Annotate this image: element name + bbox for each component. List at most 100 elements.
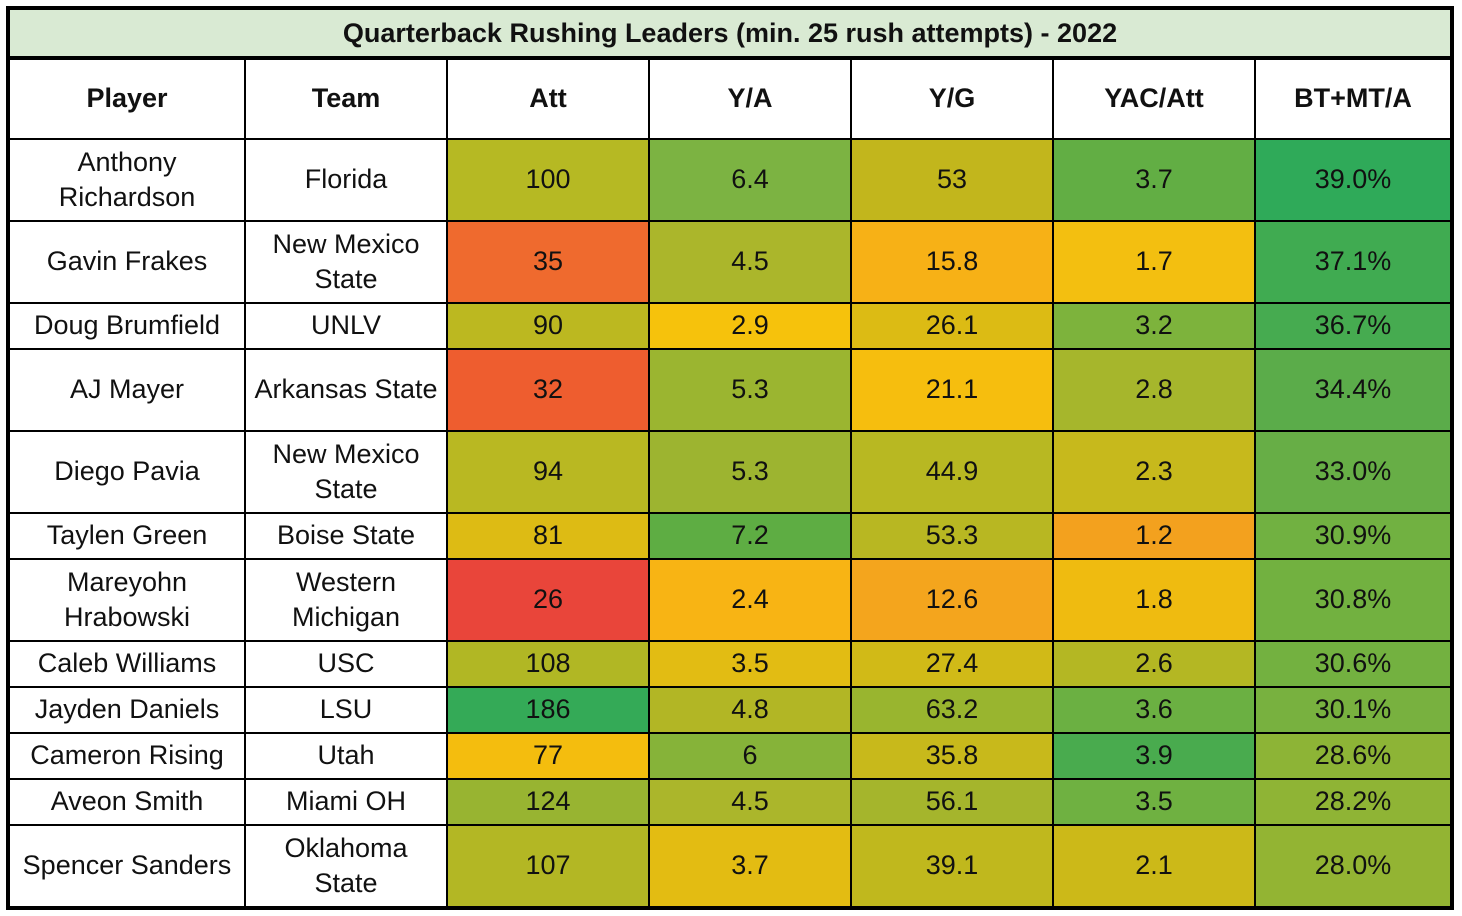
table-row: Cameron Rising Utah 77 6 35.8 3.9 28.6% xyxy=(10,734,1450,780)
ya-cell: 7.2 xyxy=(650,514,852,558)
att-cell: 81 xyxy=(448,514,650,558)
ya-cell: 4.8 xyxy=(650,688,852,732)
yac-cell: 2.3 xyxy=(1054,432,1256,512)
team-cell: New Mexico State xyxy=(246,222,448,302)
player-cell: Caleb Williams xyxy=(10,642,246,686)
ya-cell: 4.5 xyxy=(650,780,852,824)
team-cell: Utah xyxy=(246,734,448,778)
column-header: YAC/Att xyxy=(1054,60,1256,138)
team-cell: Arkansas State xyxy=(246,350,448,430)
team-cell: Miami OH xyxy=(246,780,448,824)
column-header: Team xyxy=(246,60,448,138)
att-cell: 35 xyxy=(448,222,650,302)
player-cell: Spencer Sanders xyxy=(10,826,246,906)
player-cell: Anthony Richardson xyxy=(10,140,246,220)
yg-cell: 44.9 xyxy=(852,432,1054,512)
player-cell: AJ Mayer xyxy=(10,350,246,430)
table-row: Gavin Frakes New Mexico State 35 4.5 15.8 1.7… xyxy=(10,222,1450,304)
table-row: Caleb Williams USC 108 3.5 27.4 2.6 30.6% xyxy=(10,642,1450,688)
table-row: Anthony Richardson Florida 100 6.4 53 3.7 39.0… xyxy=(10,140,1450,222)
btmt-cell: 30.1% xyxy=(1256,688,1450,732)
btmt-cell: 28.0% xyxy=(1256,826,1450,906)
yg-cell: 12.6 xyxy=(852,560,1054,640)
att-cell: 124 xyxy=(448,780,650,824)
team-cell: Boise State xyxy=(246,514,448,558)
player-cell: Taylen Green xyxy=(10,514,246,558)
yac-cell: 2.8 xyxy=(1054,350,1256,430)
yg-cell: 21.1 xyxy=(852,350,1054,430)
header-row: Player Team Att Y/A Y/G YAC/Att BT+MT/A xyxy=(10,60,1450,140)
yac-cell: 3.2 xyxy=(1054,304,1256,348)
yac-cell: 3.9 xyxy=(1054,734,1256,778)
btmt-cell: 39.0% xyxy=(1256,140,1450,220)
column-header: Player xyxy=(10,60,246,138)
ya-cell: 6 xyxy=(650,734,852,778)
team-cell: Oklahoma State xyxy=(246,826,448,906)
column-header: Att xyxy=(448,60,650,138)
table-row: Taylen Green Boise State 81 7.2 53.3 1.2 30.9% xyxy=(10,514,1450,560)
yg-cell: 63.2 xyxy=(852,688,1054,732)
table-row: Mareyohn Hrabowski Western Michigan 26 2.4 1… xyxy=(10,560,1450,642)
btmt-cell: 37.1% xyxy=(1256,222,1450,302)
player-cell: Doug Brumfield xyxy=(10,304,246,348)
yg-cell: 39.1 xyxy=(852,826,1054,906)
att-cell: 94 xyxy=(448,432,650,512)
yac-cell: 3.7 xyxy=(1054,140,1256,220)
yg-cell: 27.4 xyxy=(852,642,1054,686)
player-cell: Diego Pavia xyxy=(10,432,246,512)
att-cell: 108 xyxy=(448,642,650,686)
yg-cell: 53 xyxy=(852,140,1054,220)
yac-cell: 1.8 xyxy=(1054,560,1256,640)
team-cell: UNLV xyxy=(246,304,448,348)
ya-cell: 4.5 xyxy=(650,222,852,302)
team-cell: LSU xyxy=(246,688,448,732)
att-cell: 186 xyxy=(448,688,650,732)
ya-cell: 2.9 xyxy=(650,304,852,348)
yac-cell: 1.7 xyxy=(1054,222,1256,302)
ya-cell: 2.4 xyxy=(650,560,852,640)
column-header: Y/G xyxy=(852,60,1054,138)
team-cell: New Mexico State xyxy=(246,432,448,512)
att-cell: 100 xyxy=(448,140,650,220)
yg-cell: 56.1 xyxy=(852,780,1054,824)
player-cell: Gavin Frakes xyxy=(10,222,246,302)
ya-cell: 6.4 xyxy=(650,140,852,220)
btmt-cell: 30.6% xyxy=(1256,642,1450,686)
team-cell: USC xyxy=(246,642,448,686)
column-header: Y/A xyxy=(650,60,852,138)
yac-cell: 2.6 xyxy=(1054,642,1256,686)
btmt-cell: 34.4% xyxy=(1256,350,1450,430)
att-cell: 107 xyxy=(448,826,650,906)
table-row: Doug Brumfield UNLV 90 2.9 26.1 3.2 36.7% xyxy=(10,304,1450,350)
table-row: Spencer Sanders Oklahoma State 107 3.7 39.1 2… xyxy=(10,826,1450,906)
att-cell: 77 xyxy=(448,734,650,778)
yg-cell: 26.1 xyxy=(852,304,1054,348)
column-header: BT+MT/A xyxy=(1294,83,1412,114)
table-row: Jayden Daniels LSU 186 4.8 63.2 3.6 30.1% xyxy=(10,688,1450,734)
team-cell: Florida xyxy=(246,140,448,220)
yac-cell: 1.2 xyxy=(1054,514,1256,558)
ya-cell: 5.3 xyxy=(650,432,852,512)
yg-cell: 53.3 xyxy=(852,514,1054,558)
yac-cell: 2.1 xyxy=(1054,826,1256,906)
btmt-cell: 30.8% xyxy=(1256,560,1450,640)
att-cell: 26 xyxy=(448,560,650,640)
btmt-cell: 36.7% xyxy=(1256,304,1450,348)
player-cell: Mareyohn Hrabowski xyxy=(10,560,246,640)
btmt-cell: 28.2% xyxy=(1256,780,1450,824)
table-frame: Quarterback Rushing Leaders (min. 25 rus… xyxy=(6,6,1454,910)
att-cell: 32 xyxy=(448,350,650,430)
table-row: Aveon Smith Miami OH 124 4.5 56.1 3.5 28.2% xyxy=(10,780,1450,826)
yg-cell: 15.8 xyxy=(852,222,1054,302)
btmt-cell: 30.9% xyxy=(1256,514,1450,558)
ya-cell: 3.7 xyxy=(650,826,852,906)
att-cell: 90 xyxy=(448,304,650,348)
player-cell: Aveon Smith xyxy=(10,780,246,824)
btmt-cell: 28.6% xyxy=(1256,734,1450,778)
yg-cell: 35.8 xyxy=(852,734,1054,778)
player-cell: Cameron Rising xyxy=(10,734,246,778)
table-row: Diego Pavia New Mexico State 94 5.3 44.9 2.3 3… xyxy=(10,432,1450,514)
btmt-cell: 33.0% xyxy=(1256,432,1450,512)
yac-cell: 3.5 xyxy=(1054,780,1256,824)
data-table: Player Team Att Y/A Y/G YAC/Att BT+MT/A … xyxy=(10,60,1450,906)
